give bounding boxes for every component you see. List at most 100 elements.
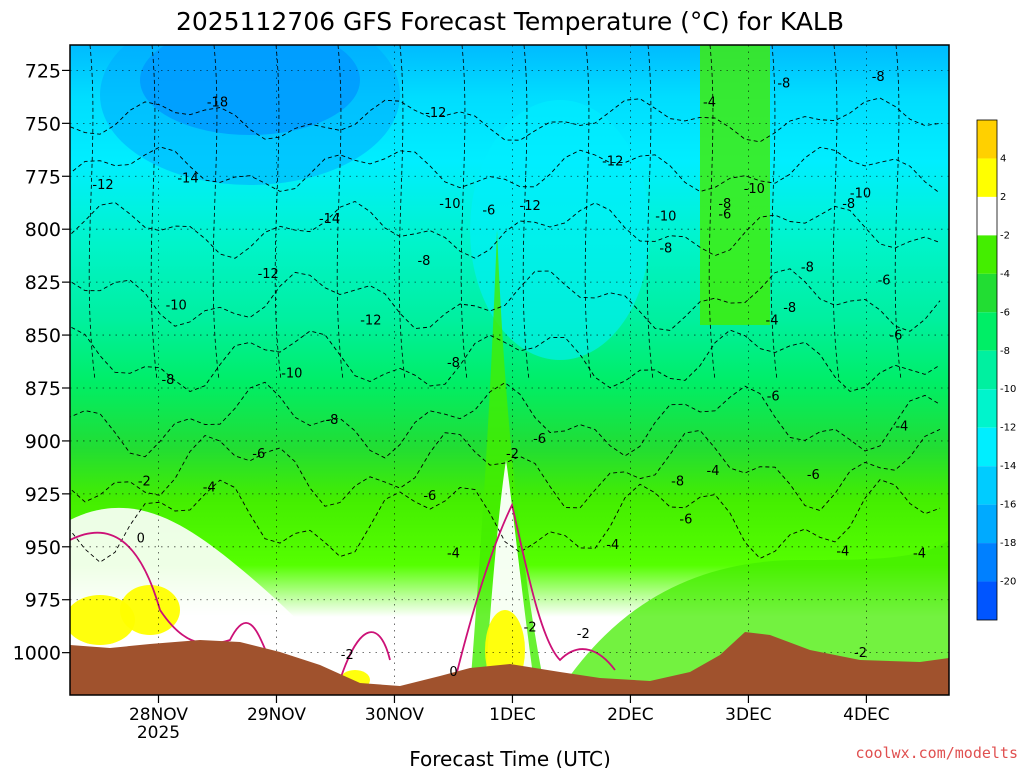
legend-swatch: [977, 158, 997, 197]
x-tick-label: 1DEC: [489, 705, 536, 725]
contour-label: -4: [836, 544, 849, 559]
contour-label: -6: [807, 468, 820, 483]
cold-halo: [100, 45, 400, 185]
legend-label: -20: [1000, 577, 1016, 588]
isotherm: [70, 326, 941, 393]
contour-label: -8: [842, 197, 855, 212]
legend-label: -10: [1000, 384, 1016, 395]
isotherm-vertical: [708, 45, 716, 381]
freezing-line: [70, 502, 616, 681]
isotherm: [70, 97, 941, 143]
legend-label: -8: [1000, 346, 1010, 357]
legend-label: -16: [1000, 500, 1016, 511]
isotherm: [70, 146, 941, 194]
contour-label: -2: [577, 627, 590, 642]
chart-title: 2025112706 GFS Forecast Temperature (°C)…: [176, 7, 844, 36]
legend-label: -6: [1000, 307, 1010, 318]
isotherm-vertical: [522, 45, 530, 381]
x-tick-label: 4DEC: [843, 705, 890, 725]
contour-label: -10: [439, 197, 460, 212]
x-tick-label: 2DEC: [607, 705, 654, 725]
contour-label: -10: [850, 186, 871, 201]
legend-label: 2: [1000, 192, 1006, 203]
isotherm-vertical: [88, 45, 96, 381]
contour-label: -6: [878, 273, 891, 288]
legend-swatch: [977, 504, 997, 544]
isotherm-vertical: [646, 45, 654, 381]
contour-label: -8: [777, 76, 790, 91]
warm-plume: [470, 230, 545, 690]
isotherm-vertical: [584, 45, 592, 381]
legend-swatch: [977, 389, 997, 428]
y-tick-label: 950: [25, 537, 61, 559]
contour-label: -4: [913, 546, 926, 561]
contour-label: -14: [319, 212, 340, 227]
y-tick-label: 775: [25, 166, 61, 188]
isotherm: [70, 200, 941, 259]
plot-frame: [69, 44, 950, 696]
contour-label: -8: [417, 254, 430, 269]
y-tick-label: 1000: [13, 643, 61, 665]
contour-label: -8: [325, 413, 338, 428]
isotherm-vertical: [460, 45, 468, 381]
contour-label: -12: [425, 106, 446, 121]
contour-labels: -18-14-14-12-12-12-12-12-12-10-10-10-10-…: [92, 70, 926, 680]
contour-label: -4: [766, 313, 779, 328]
contour-label: -18: [207, 95, 228, 110]
legend-label: -14: [1000, 461, 1016, 472]
contour-label: -8: [872, 70, 885, 85]
contour-label: -4: [703, 95, 716, 110]
temperature-features: [70, 45, 949, 690]
contour-label: -6: [423, 489, 436, 504]
plot-area: [70, 45, 949, 695]
low-level-green: [560, 540, 949, 690]
y-tick-label: 825: [25, 272, 61, 294]
isotherm: [70, 381, 941, 459]
contour-label: -4: [447, 546, 460, 561]
contour-label: -8: [783, 301, 796, 316]
low-level-warm: [70, 507, 360, 690]
x-tick-year: 2025: [137, 723, 180, 743]
contour-label: 0: [449, 665, 457, 680]
contour-label: -8: [659, 241, 672, 256]
contour-label: -4: [707, 464, 720, 479]
contour-label: -6: [889, 328, 902, 343]
contour-label: -6: [252, 447, 265, 462]
isotherm-vertical: [832, 45, 840, 381]
x-tick-label: 28NOV: [129, 705, 188, 725]
legend-frame: [976, 119, 998, 621]
terrain-surface: [70, 632, 949, 695]
legend-label: -4: [1000, 269, 1010, 280]
legend-swatch: [977, 235, 997, 274]
isotherm-vertical: [894, 45, 902, 381]
contour-label: -6: [482, 203, 495, 218]
legend-swatch: [977, 312, 997, 351]
x-axis-title: Forecast Time (UTC): [409, 747, 611, 768]
contour-label: -4: [203, 481, 216, 496]
x-tick-label: 29NOV: [247, 705, 306, 725]
legend-swatch: [977, 427, 997, 467]
contour-label: -4: [606, 538, 619, 553]
y-tick-label: 725: [25, 60, 61, 82]
contour-label: -8: [718, 197, 731, 212]
y-tick-label: 900: [25, 431, 61, 453]
contour-label: -6: [679, 513, 692, 528]
contour-label: -8: [447, 356, 460, 371]
contour-label: -8: [161, 373, 174, 388]
x-tick-label: 30NOV: [365, 705, 424, 725]
contour-label: -2: [854, 646, 867, 661]
contour-label: -10: [655, 210, 676, 225]
contour-label: -14: [177, 172, 198, 187]
legend-label: 4: [1000, 153, 1006, 164]
y-tick-label: 800: [25, 219, 61, 241]
legend-label: -18: [1000, 538, 1016, 549]
contour-label: -2: [506, 447, 519, 462]
contour-label: 0: [137, 532, 145, 547]
legend-swatch: [977, 273, 997, 313]
isotherm-vertical: [336, 45, 344, 381]
contour-label: -12: [602, 155, 623, 170]
isotherm-vertical: [212, 45, 220, 381]
contour-label: -12: [258, 267, 279, 282]
legend-swatch: [977, 543, 997, 582]
